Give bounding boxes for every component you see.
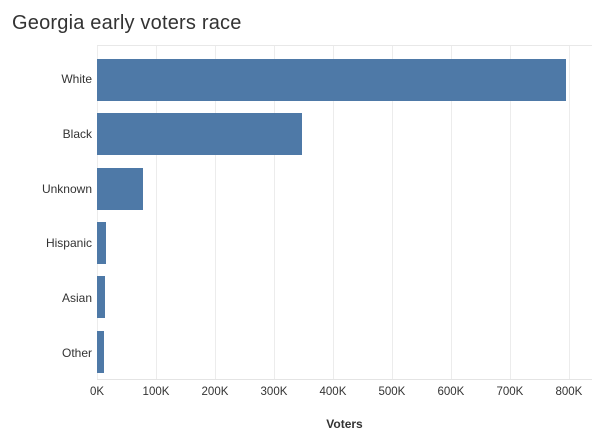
x-tick-label: 600K — [437, 386, 465, 398]
gridline — [273, 46, 275, 379]
bar-black[interactable] — [97, 113, 303, 156]
x-tick-label: 500K — [378, 386, 406, 398]
gridline — [97, 46, 98, 379]
plot-area — [97, 45, 592, 380]
x-tick-label: 0K — [89, 386, 105, 398]
category-label-black: Black — [62, 127, 92, 141]
bar-hispanic[interactable] — [97, 222, 106, 265]
bar-row — [97, 107, 592, 161]
bar-row — [97, 162, 592, 216]
gridline — [214, 46, 216, 379]
x-tick-label: 200K — [201, 386, 229, 398]
gridline — [509, 46, 511, 379]
gridline — [391, 46, 393, 379]
category-axis: White Black Unknown Hispanic Asian Other — [0, 52, 92, 380]
x-tick-label: 800K — [555, 386, 583, 398]
bar-row — [97, 270, 592, 324]
x-tick-label: 300K — [260, 386, 288, 398]
category-label-asian: Asian — [61, 291, 92, 306]
x-tick-label: 700K — [496, 386, 524, 398]
bar-row — [97, 325, 592, 379]
gridline — [332, 46, 334, 379]
bar-white[interactable] — [97, 59, 566, 102]
gridline — [568, 46, 570, 379]
bar-rows — [97, 53, 592, 379]
gridline — [450, 46, 452, 379]
x-axis-title: Voters — [326, 417, 363, 431]
x-tick-label: 100K — [142, 386, 170, 398]
category-label-hispanic: Hispanic — [45, 236, 92, 251]
bar-row — [97, 53, 592, 107]
gridline — [155, 46, 157, 379]
bar-row — [97, 216, 592, 270]
bar-unknown[interactable] — [97, 167, 143, 210]
category-label-unknown: Unknown — [41, 181, 92, 196]
bar-other[interactable] — [97, 330, 105, 373]
category-label-white: White — [61, 72, 92, 87]
category-label-other: Other — [61, 345, 92, 360]
x-tick-label: 400K — [319, 386, 347, 398]
bar-asian[interactable] — [97, 276, 106, 319]
chart-title: Georgia early voters race — [12, 12, 242, 34]
